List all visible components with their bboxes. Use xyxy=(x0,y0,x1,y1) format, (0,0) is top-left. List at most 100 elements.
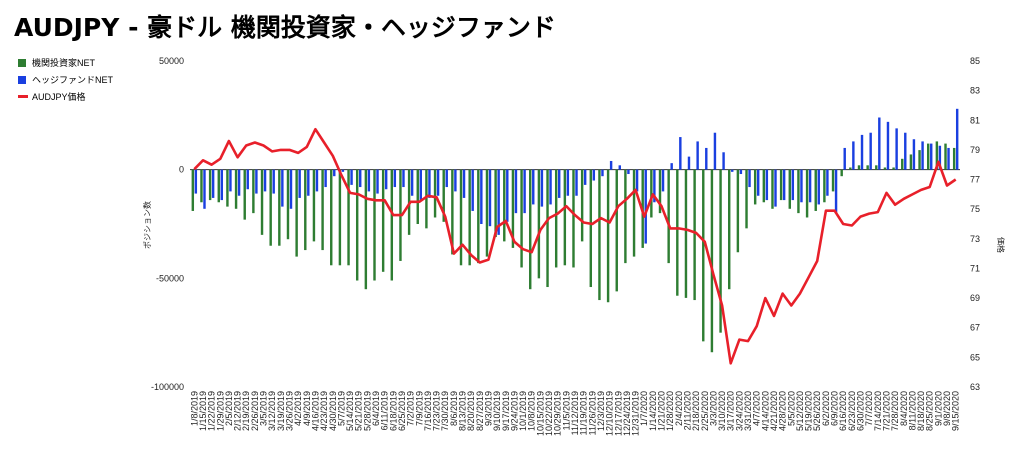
x-tick-label: 11/19/2019 xyxy=(579,391,589,435)
institutional-bar xyxy=(676,169,679,296)
institutional-bar xyxy=(390,169,394,281)
hedgefund-bar xyxy=(211,169,215,198)
y2-tick-label: 81 xyxy=(970,115,980,125)
bar-series xyxy=(191,108,959,353)
x-tick-label: 8/11/2020 xyxy=(907,391,917,430)
hedgefund-bar xyxy=(281,169,284,207)
hedgefund-bar xyxy=(359,169,362,188)
institutional-bar xyxy=(503,169,506,242)
hedgefund-bar xyxy=(315,169,319,192)
institutional-bar xyxy=(771,169,774,209)
x-tick-label: 4/16/2019 xyxy=(310,391,320,431)
institutional-bar xyxy=(338,169,342,266)
y-tick-label: 0 xyxy=(179,165,184,175)
x-tick-label: 6/9/2020 xyxy=(830,391,840,426)
hedgefund-bar xyxy=(583,169,587,185)
institutional-bar xyxy=(892,167,895,170)
hedgefund-bar xyxy=(739,169,743,175)
x-tick-label: 10/1/2019 xyxy=(518,391,528,431)
legend-item-institutional: 機関投資家NET xyxy=(18,54,113,71)
legend-label-institutional: 機関投資家NET xyxy=(32,58,96,68)
hedgefund-bar xyxy=(661,169,665,192)
hedgefund-bar xyxy=(419,169,422,201)
hedgefund-bar xyxy=(756,169,760,196)
hedgefund-bar xyxy=(627,169,630,175)
hedgefund-bar xyxy=(402,169,405,188)
legend-swatch-hedgefund xyxy=(18,75,26,84)
x-tick-label: 8/6/2019 xyxy=(449,391,459,426)
y2-tick-label: 67 xyxy=(970,323,980,333)
institutional-bar xyxy=(364,169,368,290)
institutional-bar xyxy=(650,169,653,218)
x-tick-label: 9/3/2019 xyxy=(483,391,493,426)
hedgefund-bar xyxy=(350,169,353,185)
institutional-bar xyxy=(260,169,264,235)
x-tick-label: 9/8/2020 xyxy=(942,391,952,426)
hedgefund-bar xyxy=(445,169,448,188)
hedgefund-bar xyxy=(765,169,769,201)
hedgefund-bar xyxy=(497,169,500,235)
x-tick-label: 7/21/2020 xyxy=(881,391,891,431)
hedgefund-bar xyxy=(428,169,431,198)
hedgefund-bar xyxy=(860,134,864,170)
x-tick-label: 1/7/2020 xyxy=(639,391,649,426)
institutional-bar xyxy=(935,141,939,170)
hedgefund-bar xyxy=(774,169,777,207)
right-axis: 85 83 81 79 77 75 73 71 69 67 65 63 xyxy=(970,56,980,392)
x-tick-label: 9/15/2020 xyxy=(951,391,961,431)
y-axis-title: ポジション数 xyxy=(142,201,152,249)
hedgefund-bar xyxy=(298,169,301,198)
institutional-bar xyxy=(330,169,333,266)
hedgefund-bar xyxy=(523,169,526,214)
x-tick-label: 3/24/2020 xyxy=(734,391,744,431)
x-tick-label: 1/21/2020 xyxy=(657,391,667,431)
institutional-bar xyxy=(814,169,817,211)
x-tick-label: 5/5/2020 xyxy=(786,391,796,426)
institutional-bar xyxy=(598,169,601,301)
hedgefund-bar xyxy=(514,169,518,214)
x-tick-label: 6/2/2020 xyxy=(821,391,831,426)
legend-swatch-price xyxy=(18,95,28,98)
institutional-bar xyxy=(529,169,532,290)
hedgefund-bar xyxy=(480,169,483,224)
institutional-bar xyxy=(624,169,627,264)
hedgefund-bar xyxy=(220,169,224,201)
chart-title: AUDJPY - 豪ドル 機関投資家・ヘッジファンド xyxy=(14,13,556,42)
x-tick-label: 1/14/2020 xyxy=(648,391,658,431)
hedgefund-bar xyxy=(532,169,535,205)
institutional-bar xyxy=(243,169,246,220)
institutional-bar xyxy=(797,169,800,214)
x-tick-label: 6/18/2019 xyxy=(388,391,398,431)
institutional-bar xyxy=(831,169,835,192)
hedgefund-bar xyxy=(679,137,682,170)
institutional-bar xyxy=(295,169,298,257)
institutional-bar xyxy=(234,169,238,209)
x-tick-label: 3/5/2019 xyxy=(259,391,269,426)
institutional-bar xyxy=(373,169,376,281)
hedgefund-bar xyxy=(609,160,613,170)
hedgefund-bar xyxy=(237,169,241,196)
hedgefund-bar xyxy=(791,169,795,201)
institutional-bar xyxy=(762,169,766,203)
hedgefund-bar xyxy=(307,169,310,196)
x-tick-label: 2/26/2019 xyxy=(250,391,260,431)
hedgefund-bar xyxy=(393,169,397,188)
x-tick-label: 5/21/2019 xyxy=(354,391,364,431)
y2-tick-label: 69 xyxy=(970,293,980,303)
institutional-bar xyxy=(875,165,878,170)
hedgefund-bar xyxy=(488,169,492,227)
hedgefund-bar xyxy=(670,163,673,170)
institutional-bar xyxy=(252,169,255,214)
x-tick-label: 8/25/2020 xyxy=(925,391,935,431)
hedgefund-bar xyxy=(705,147,708,170)
x-tick-label: 7/30/2019 xyxy=(440,391,450,431)
hedgefund-bar xyxy=(947,147,950,170)
institutional-bar xyxy=(459,169,463,266)
institutional-bar xyxy=(745,169,748,229)
x-tick-label: 2/5/2019 xyxy=(224,391,234,426)
y2-tick-label: 85 xyxy=(970,56,980,66)
x-tick-label: 4/2/2019 xyxy=(293,391,303,426)
institutional-bar xyxy=(580,169,584,242)
hedgefund-bar xyxy=(938,145,942,170)
y2-tick-label: 65 xyxy=(970,352,980,362)
